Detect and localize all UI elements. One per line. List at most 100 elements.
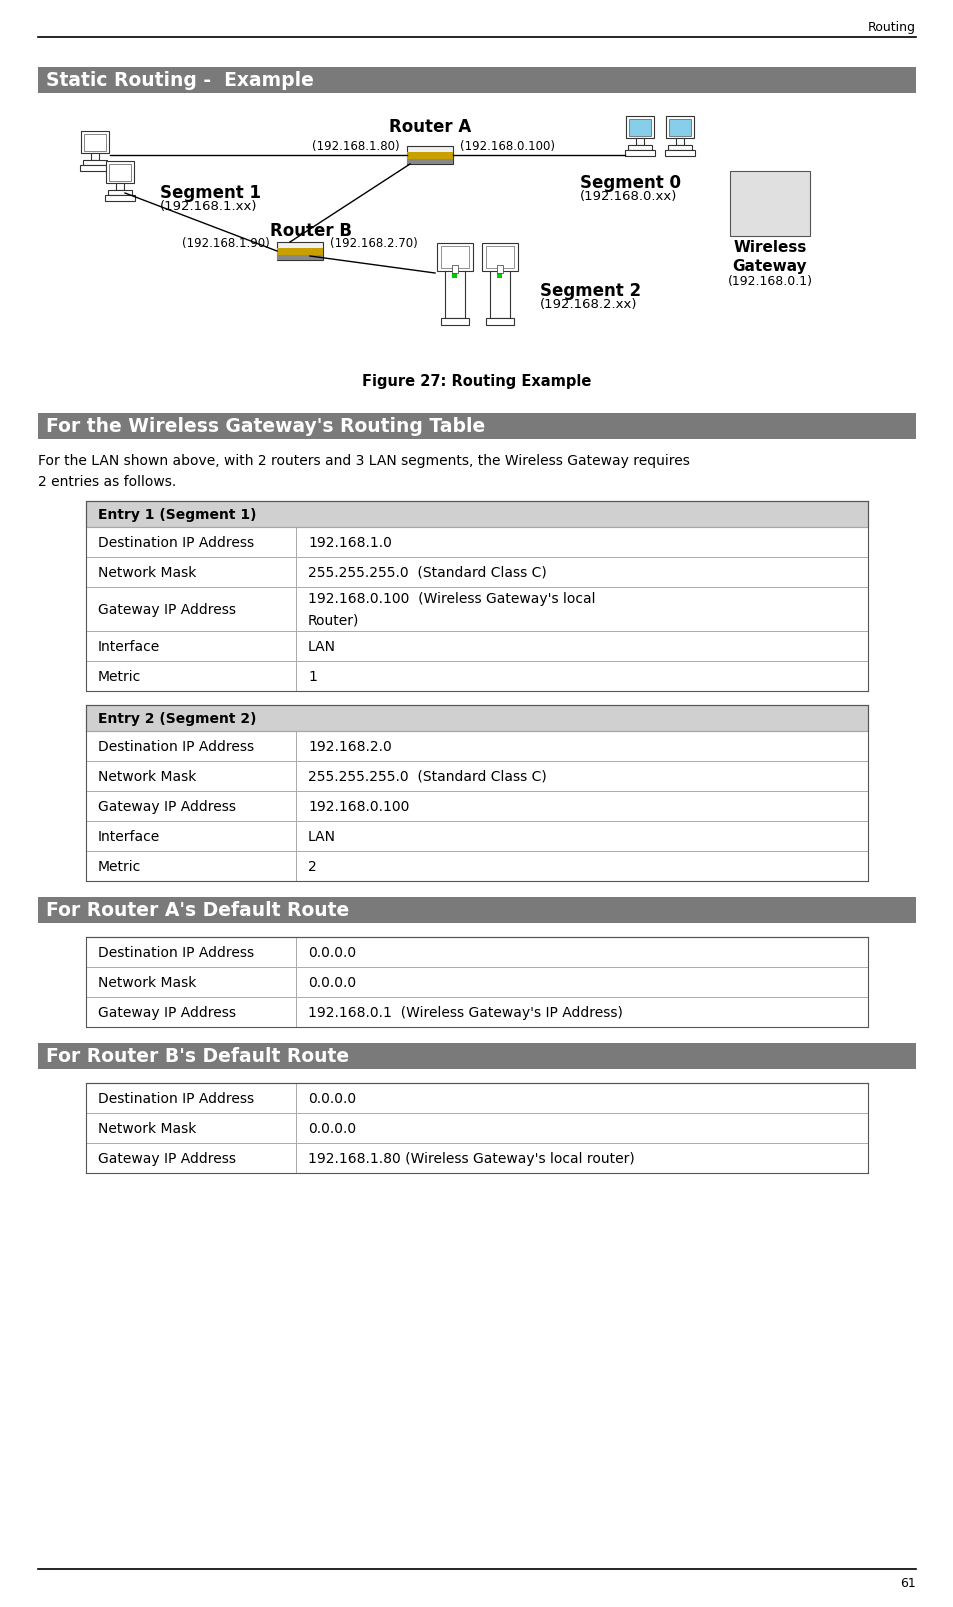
Text: Network Mask: Network Mask — [98, 770, 196, 784]
Text: 0.0.0.0: 0.0.0.0 — [308, 945, 355, 959]
Text: Segment 0: Segment 0 — [579, 174, 680, 191]
Text: Entry 1 (Segment 1): Entry 1 (Segment 1) — [98, 508, 256, 522]
Bar — [86, 705, 867, 731]
Bar — [38, 413, 915, 440]
Text: Router B: Router B — [270, 222, 352, 239]
Text: 192.168.1.80 (Wireless Gateway's local router): 192.168.1.80 (Wireless Gateway's local r… — [308, 1151, 634, 1165]
Bar — [444, 268, 464, 318]
Bar — [84, 135, 106, 153]
Text: Figure 27: Routing Example: Figure 27: Routing Example — [362, 374, 591, 389]
Text: Gateway IP Address: Gateway IP Address — [98, 603, 235, 617]
Text: (192.168.2.70): (192.168.2.70) — [330, 236, 417, 249]
Bar — [81, 132, 109, 154]
Text: Gateway IP Address: Gateway IP Address — [98, 800, 235, 813]
Text: For Router B's Default Route: For Router B's Default Route — [46, 1046, 349, 1065]
Bar — [91, 154, 99, 161]
Text: Wireless
Gateway: Wireless Gateway — [732, 239, 806, 273]
Text: Destination IP Address: Destination IP Address — [98, 1091, 253, 1106]
Bar — [497, 265, 502, 273]
Text: For the LAN shown above, with 2 routers and 3 LAN segments, the Wireless Gateway: For the LAN shown above, with 2 routers … — [38, 453, 689, 489]
Bar — [108, 191, 132, 196]
Bar — [636, 138, 643, 146]
Bar — [106, 162, 133, 183]
Text: For Router A's Default Route: For Router A's Default Route — [46, 902, 349, 919]
Text: 0.0.0.0: 0.0.0.0 — [308, 1091, 355, 1106]
Bar — [86, 501, 867, 527]
Text: Metric: Metric — [98, 860, 141, 874]
Bar — [109, 166, 131, 182]
Text: 192.168.0.100  (Wireless Gateway's local: 192.168.0.100 (Wireless Gateway's local — [308, 591, 595, 606]
Text: Interface: Interface — [98, 829, 160, 844]
Text: For the Wireless Gateway's Routing Table: For the Wireless Gateway's Routing Table — [46, 418, 485, 435]
Bar — [276, 249, 323, 256]
Text: 1: 1 — [308, 670, 316, 683]
Text: 192.168.0.100: 192.168.0.100 — [308, 800, 409, 813]
Text: Router A: Router A — [389, 117, 471, 137]
Bar — [497, 273, 501, 280]
Bar — [485, 247, 514, 268]
Text: Metric: Metric — [98, 670, 141, 683]
Bar — [668, 121, 690, 137]
Bar — [407, 153, 453, 161]
Text: 0.0.0.0: 0.0.0.0 — [308, 1122, 355, 1135]
Text: Static Routing -  Example: Static Routing - Example — [46, 71, 314, 90]
Text: 255.255.255.0  (Standard Class C): 255.255.255.0 (Standard Class C) — [308, 566, 546, 580]
Bar — [664, 151, 695, 157]
Bar — [667, 146, 691, 151]
Bar — [452, 265, 457, 273]
Text: 0.0.0.0: 0.0.0.0 — [308, 975, 355, 990]
Bar — [80, 166, 110, 172]
Bar — [83, 161, 107, 166]
Bar — [436, 244, 473, 272]
Text: (192.168.1.xx): (192.168.1.xx) — [160, 199, 257, 212]
Bar — [490, 268, 510, 318]
Bar — [440, 318, 469, 326]
Text: 2: 2 — [308, 860, 316, 874]
Text: Gateway IP Address: Gateway IP Address — [98, 1151, 235, 1165]
Bar — [38, 1043, 915, 1069]
Text: Router): Router) — [308, 614, 359, 628]
Text: 61: 61 — [900, 1576, 915, 1589]
Bar — [625, 117, 654, 138]
Bar — [276, 243, 323, 260]
Text: 192.168.0.1  (Wireless Gateway's IP Address): 192.168.0.1 (Wireless Gateway's IP Addre… — [308, 1006, 622, 1019]
Bar — [407, 146, 453, 166]
Text: Destination IP Address: Destination IP Address — [98, 739, 253, 754]
Text: (192.168.2.xx): (192.168.2.xx) — [539, 297, 637, 310]
Bar — [627, 146, 651, 151]
Text: Network Mask: Network Mask — [98, 566, 196, 580]
Text: Entry 2 (Segment 2): Entry 2 (Segment 2) — [98, 712, 256, 725]
Text: 192.168.1.0: 192.168.1.0 — [308, 535, 392, 550]
Text: (192.168.0.xx): (192.168.0.xx) — [579, 190, 677, 202]
Bar — [628, 121, 650, 137]
Text: (192.168.0.1): (192.168.0.1) — [727, 275, 812, 288]
Text: (192.168.1.80): (192.168.1.80) — [312, 140, 399, 153]
Bar — [105, 196, 135, 202]
Text: Gateway IP Address: Gateway IP Address — [98, 1006, 235, 1019]
Bar — [440, 247, 469, 268]
Bar — [452, 273, 456, 280]
Text: Segment 1: Segment 1 — [160, 183, 261, 202]
Text: Routing: Routing — [867, 21, 915, 34]
Text: Destination IP Address: Destination IP Address — [98, 945, 253, 959]
Bar — [729, 172, 809, 236]
Text: (192.168.0.100): (192.168.0.100) — [459, 140, 555, 153]
Text: 192.168.2.0: 192.168.2.0 — [308, 739, 392, 754]
Bar — [38, 67, 915, 93]
Text: Interface: Interface — [98, 640, 160, 654]
Bar — [481, 244, 517, 272]
Text: LAN: LAN — [308, 640, 335, 654]
Text: Network Mask: Network Mask — [98, 975, 196, 990]
Text: 255.255.255.0  (Standard Class C): 255.255.255.0 (Standard Class C) — [308, 770, 546, 784]
Bar — [276, 256, 323, 260]
Text: Destination IP Address: Destination IP Address — [98, 535, 253, 550]
Text: LAN: LAN — [308, 829, 335, 844]
Bar — [676, 138, 683, 146]
Bar — [665, 117, 693, 138]
Bar — [624, 151, 655, 157]
Bar — [407, 161, 453, 166]
Text: (192.168.1.90): (192.168.1.90) — [182, 236, 270, 249]
Bar — [38, 897, 915, 924]
Bar — [485, 318, 514, 326]
Bar — [116, 183, 124, 191]
